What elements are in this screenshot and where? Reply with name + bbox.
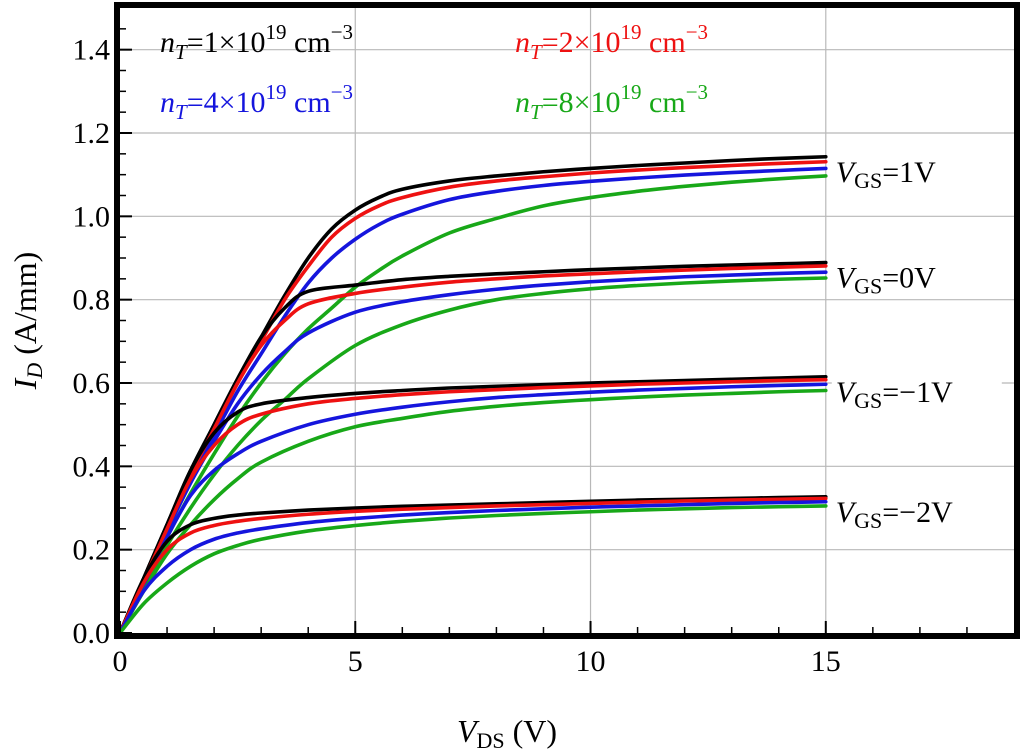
ticks-layer: 0 5 10 15 0.0 0.2 0.4 0.6 0.8 1.0 1.2 1.4 <box>73 28 968 678</box>
plot-frame <box>114 2 1020 639</box>
series-line-7 <box>118 276 828 635</box>
y-tick-label: 0.8 <box>73 284 111 317</box>
vgs-label-bg <box>831 372 1002 413</box>
y-tick-label: 1.4 <box>73 34 111 67</box>
vgs-label: VGS=1V <box>836 156 936 193</box>
x-tick-label: 15 <box>811 645 841 678</box>
series-line-14 <box>118 499 828 635</box>
y-tick-label: 1.0 <box>73 200 111 233</box>
y-tick-label: 0.0 <box>73 617 111 650</box>
vgs-label: VGS=0V <box>836 262 936 299</box>
series-line-6 <box>118 270 828 635</box>
vgs-label: VGS=−2V <box>836 496 953 533</box>
y-axis-label: ID (A/mm) <box>7 252 47 391</box>
y-tick-label: 0.4 <box>73 450 111 483</box>
series-line-8 <box>118 374 828 635</box>
x-tick-label: 0 <box>113 645 128 678</box>
legend-layer: nT=1×1019 cm−3 nT=2×1019 cm−3 nT=4×1019 cm… <box>160 20 708 124</box>
legend-entry-nT8: nT=8×1019 cm−3 <box>515 80 708 124</box>
series-layer <box>118 154 828 635</box>
series-line-9 <box>118 377 828 635</box>
series-line-15 <box>118 504 828 635</box>
x-axis-label: VDS (V) <box>457 713 557 751</box>
vgs-label: VGS=−1V <box>836 376 953 413</box>
series-line-13 <box>118 496 828 635</box>
y-tick-label: 0.2 <box>73 534 111 567</box>
y-tick-label: 1.2 <box>73 117 111 150</box>
vgs-label-layer: VGS=1V VGS=0V VGS=−1V VGS=−2V <box>831 152 1002 533</box>
series-line-2 <box>118 166 828 635</box>
legend-entry-nT2: nT=2×1019 cm−3 <box>515 20 708 64</box>
vgs-label-bg <box>831 152 1002 193</box>
series-line-5 <box>118 264 828 635</box>
series-line-10 <box>118 382 828 635</box>
y-tick-label: 0.6 <box>73 367 111 400</box>
vgs-label-bg <box>831 258 1002 299</box>
series-line-3 <box>118 174 828 635</box>
legend-entry-nT1: nT=1×1019 cm−3 <box>160 20 353 64</box>
x-tick-label: 10 <box>576 645 606 678</box>
vgs-label-bg <box>831 492 1002 533</box>
legend-entry-nT4: nT=4×1019 cm−3 <box>160 80 353 124</box>
x-tick-label: 5 <box>348 645 363 678</box>
